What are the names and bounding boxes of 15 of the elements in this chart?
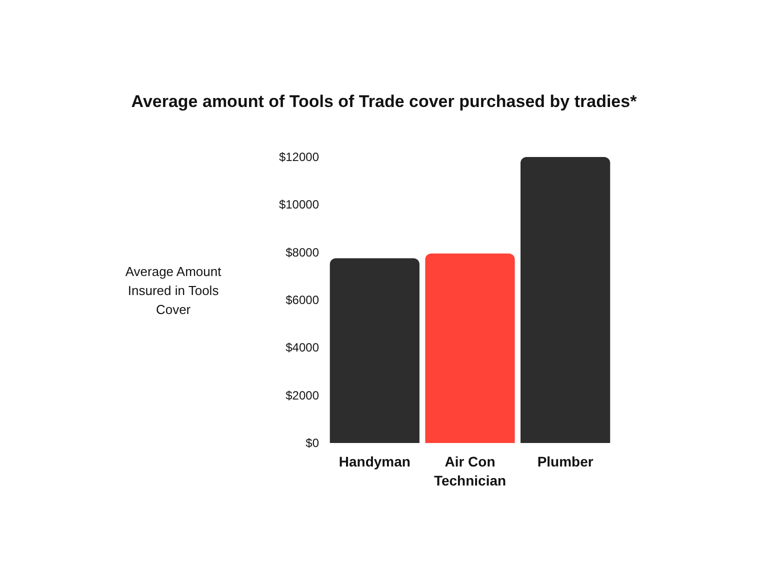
- x-tick-label: Handyman: [338, 454, 410, 470]
- y-tick-label: $6000: [286, 293, 320, 307]
- bar: [330, 258, 420, 443]
- y-tick-label: $12000: [278, 150, 320, 164]
- chart-title: Average amount of Tools of Trade cover purchased by tradies*: [131, 92, 638, 111]
- y-tick-label: $2000: [286, 388, 320, 402]
- bar: [520, 157, 610, 443]
- y-tick-label: $10000: [278, 198, 320, 212]
- x-tick-label: Plumber: [537, 454, 594, 470]
- x-tick-label: Air Con Technician: [434, 454, 506, 488]
- bar: [425, 254, 515, 443]
- y-tick-label: $4000: [286, 340, 320, 355]
- y-tick-label: $0: [306, 436, 320, 450]
- y-tick-label: $8000: [286, 245, 320, 260]
- y-axis-title: Average Amount Insured in Tools Cover: [125, 264, 222, 317]
